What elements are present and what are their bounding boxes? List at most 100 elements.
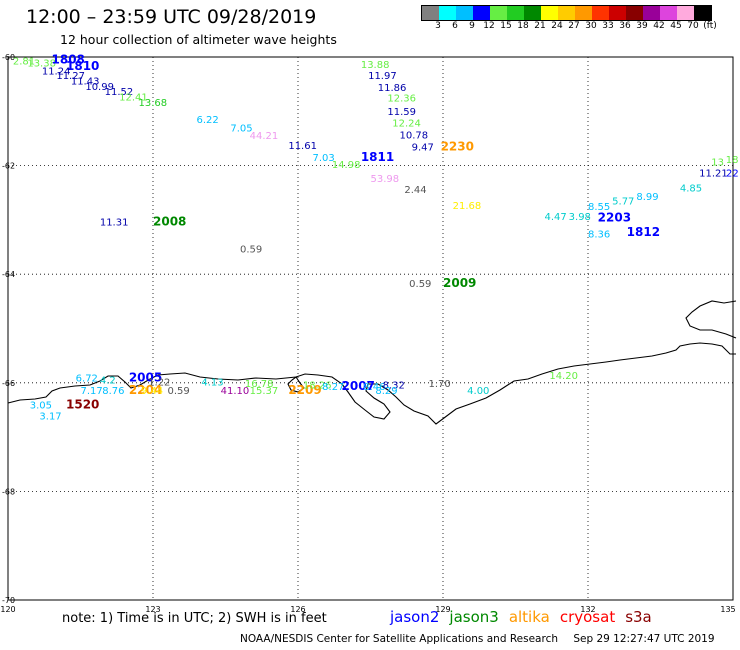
legend-label: 3 <box>435 21 441 31</box>
legend-swatch <box>439 6 456 20</box>
legend-swatch <box>643 6 660 20</box>
latitude-tick-label: -66 <box>2 379 15 388</box>
longitude-tick-label: 135 <box>720 605 735 614</box>
wave-height-value: 16.78 <box>245 379 274 390</box>
wave-height-value: 21.68 <box>453 201 482 212</box>
legend-label: 15 <box>500 21 512 31</box>
pass-time-label: 2204 <box>129 383 162 397</box>
legend-swatch <box>677 6 694 20</box>
legend-label: 24 <box>551 21 563 31</box>
wave-height-value: 12.41 <box>119 93 148 104</box>
wave-height-value: 8.46 <box>363 382 385 393</box>
legend-label: 70 <box>687 21 699 31</box>
wave-height-value: 0.59 <box>240 245 262 256</box>
longitude-tick-label: 120 <box>0 605 15 614</box>
legend-swatch <box>524 6 541 20</box>
wave-height-value: 2.44 <box>404 185 426 196</box>
legend-swatch <box>575 6 592 20</box>
wave-height-value: 11.31 <box>100 218 129 229</box>
wave-height-value: 12.24 <box>392 119 421 130</box>
wave-height-value: 5.77 <box>612 196 634 207</box>
wave-height-value: 11.86 <box>378 83 407 94</box>
wave-height-value: 4.85 <box>680 183 702 194</box>
wave-height-value: 4.47 <box>545 212 567 223</box>
legend-swatch <box>473 6 490 20</box>
longitude-tick-label: 123 <box>145 605 160 614</box>
wave-height-value: 8.36 <box>588 229 610 240</box>
pass-time-label: 2007 <box>342 379 375 393</box>
legend-label: 12 <box>483 21 495 31</box>
wave-height-value: 9.47 <box>412 143 434 154</box>
wave-height-value: 6.72 <box>76 373 98 384</box>
legend-label: (ft) <box>703 21 717 31</box>
wave-height-value: 11.97 <box>368 71 397 82</box>
chart-title: 12:00 – 23:59 UTC 09/28/2019 <box>26 6 317 28</box>
wave-height-value: 7.17 <box>81 386 103 397</box>
wave-height-value: 18 <box>726 155 739 166</box>
legend-label: 33 <box>602 21 614 31</box>
satellite-s3a: s3a <box>625 608 652 626</box>
wave-height-value: 13 <box>711 157 724 168</box>
coastline-inlet <box>287 376 305 393</box>
wave-height-value: 22 <box>726 169 739 180</box>
legend-swatch <box>490 6 507 20</box>
legend-label: 42 <box>653 21 665 31</box>
satellite-legend: jason2 jason3 altika cryosat s3a <box>390 608 662 626</box>
credit-line: NOAA/NESDIS Center for Satellite Applica… <box>240 633 727 645</box>
wave-height-value: 14.98 <box>332 160 361 171</box>
latitude-tick-label: -70 <box>2 596 15 605</box>
wave-height-value: 11.61 <box>288 141 317 152</box>
color-legend-bar <box>421 5 712 21</box>
wave-height-value: 44.21 <box>250 131 279 142</box>
legend-label: 18 <box>517 21 529 31</box>
wave-height-value: 8.32 <box>383 380 405 391</box>
pass-time-label: 1810 <box>66 59 99 73</box>
footer-note: note: 1) Time is in UTC; 2) SWH is in fe… <box>62 611 327 626</box>
legend-swatch <box>456 6 473 20</box>
legend-label: 39 <box>636 21 648 31</box>
legend-swatch <box>609 6 626 20</box>
latitude-tick-label: -60 <box>2 53 15 62</box>
pass-time-label: 2008 <box>153 215 186 229</box>
pass-time-label: 2009 <box>443 276 476 290</box>
pass-time-label: 1811 <box>361 150 394 164</box>
wave-height-value: 11.59 <box>387 107 416 118</box>
legend-label: 30 <box>585 21 597 31</box>
pass-time-label: 1520 <box>66 398 99 412</box>
wave-height-value: 6.22 <box>197 115 219 126</box>
satellite-cryosat: cryosat <box>559 608 616 626</box>
pass-time-label: 2209 <box>288 383 321 397</box>
legend-label: 36 <box>619 21 631 31</box>
wave-height-value: 3.05 <box>30 401 52 412</box>
legend-swatch <box>422 6 439 20</box>
legend-swatch <box>558 6 575 20</box>
legend-label: 9 <box>469 21 475 31</box>
latitude-tick-label: -62 <box>2 162 15 171</box>
wave-height-value: 18.26 <box>303 380 332 391</box>
wave-height-value: 4.13 <box>201 378 223 389</box>
pass-time-label: 1808 <box>52 53 85 67</box>
wave-height-value: 12.36 <box>387 94 416 105</box>
wave-height-value: 8.27 <box>322 382 344 393</box>
generation-timestamp: Sep 29 12:27:47 UTC 2019 <box>573 633 715 645</box>
legend-label: 21 <box>534 21 546 31</box>
wave-height-value: 13.68 <box>139 98 168 109</box>
pass-time-label: 2230 <box>441 140 474 154</box>
legend-swatch <box>660 6 677 20</box>
satellite-altika: altika <box>508 608 550 626</box>
wave-height-value: 41.10 <box>221 386 250 397</box>
wave-height-value: 4.2 <box>100 376 116 387</box>
longitude-tick-label: 132 <box>580 605 595 614</box>
wave-height-value: 9.44 <box>141 386 163 397</box>
wave-height-value: 1.22 <box>148 378 170 389</box>
wave-height-value: 13.38 <box>27 58 56 69</box>
wave-height-value: 0.59 <box>409 279 431 290</box>
wave-height-value: 11.24 <box>42 67 71 78</box>
legend-swatch <box>541 6 558 20</box>
wave-height-value: 8.76 <box>102 386 124 397</box>
wave-height-value: 3.17 <box>39 411 61 422</box>
pass-time-label: 2005 <box>129 370 162 384</box>
wave-height-value: 11.27 <box>56 71 85 82</box>
